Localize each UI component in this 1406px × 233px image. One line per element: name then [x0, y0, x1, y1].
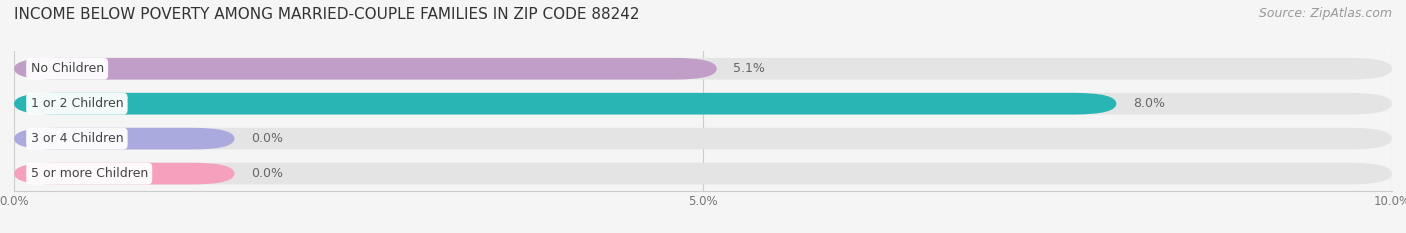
FancyBboxPatch shape	[14, 163, 1392, 185]
FancyBboxPatch shape	[14, 93, 1392, 115]
Text: 1 or 2 Children: 1 or 2 Children	[31, 97, 124, 110]
FancyBboxPatch shape	[14, 128, 235, 150]
Text: 0.0%: 0.0%	[252, 167, 283, 180]
Text: 5.1%: 5.1%	[734, 62, 765, 75]
Text: 0.0%: 0.0%	[252, 132, 283, 145]
FancyBboxPatch shape	[14, 163, 235, 185]
FancyBboxPatch shape	[14, 93, 1116, 115]
Text: No Children: No Children	[31, 62, 104, 75]
Text: 5 or more Children: 5 or more Children	[31, 167, 148, 180]
FancyBboxPatch shape	[14, 128, 1392, 150]
Text: Source: ZipAtlas.com: Source: ZipAtlas.com	[1258, 7, 1392, 20]
Text: INCOME BELOW POVERTY AMONG MARRIED-COUPLE FAMILIES IN ZIP CODE 88242: INCOME BELOW POVERTY AMONG MARRIED-COUPL…	[14, 7, 640, 22]
Text: 8.0%: 8.0%	[1133, 97, 1166, 110]
Text: 3 or 4 Children: 3 or 4 Children	[31, 132, 124, 145]
FancyBboxPatch shape	[14, 58, 1392, 80]
FancyBboxPatch shape	[14, 58, 717, 80]
